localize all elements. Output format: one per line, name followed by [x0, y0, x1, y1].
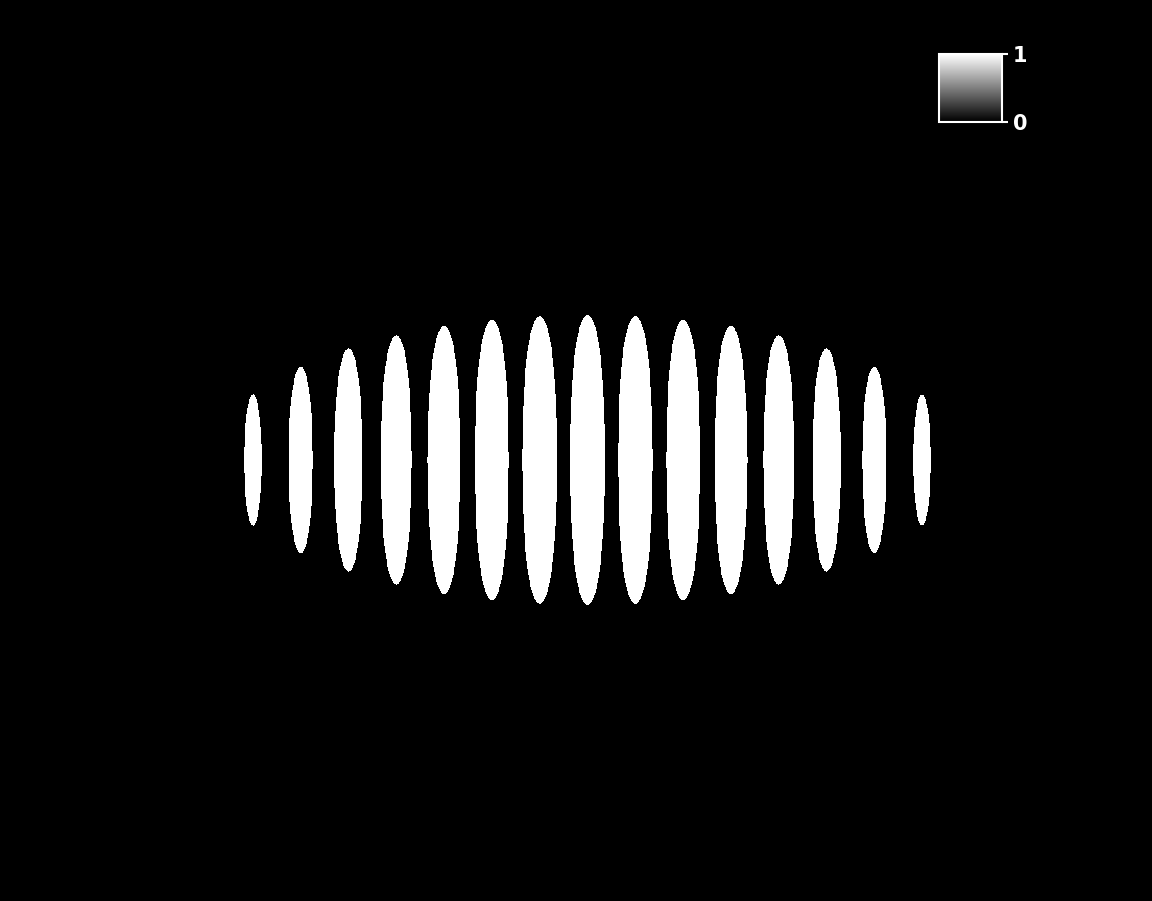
X-axis label: 时间 (fs): 时间 (fs)	[535, 860, 641, 889]
Y-axis label: 光子能量 (eV): 光子能量 (eV)	[48, 363, 77, 520]
